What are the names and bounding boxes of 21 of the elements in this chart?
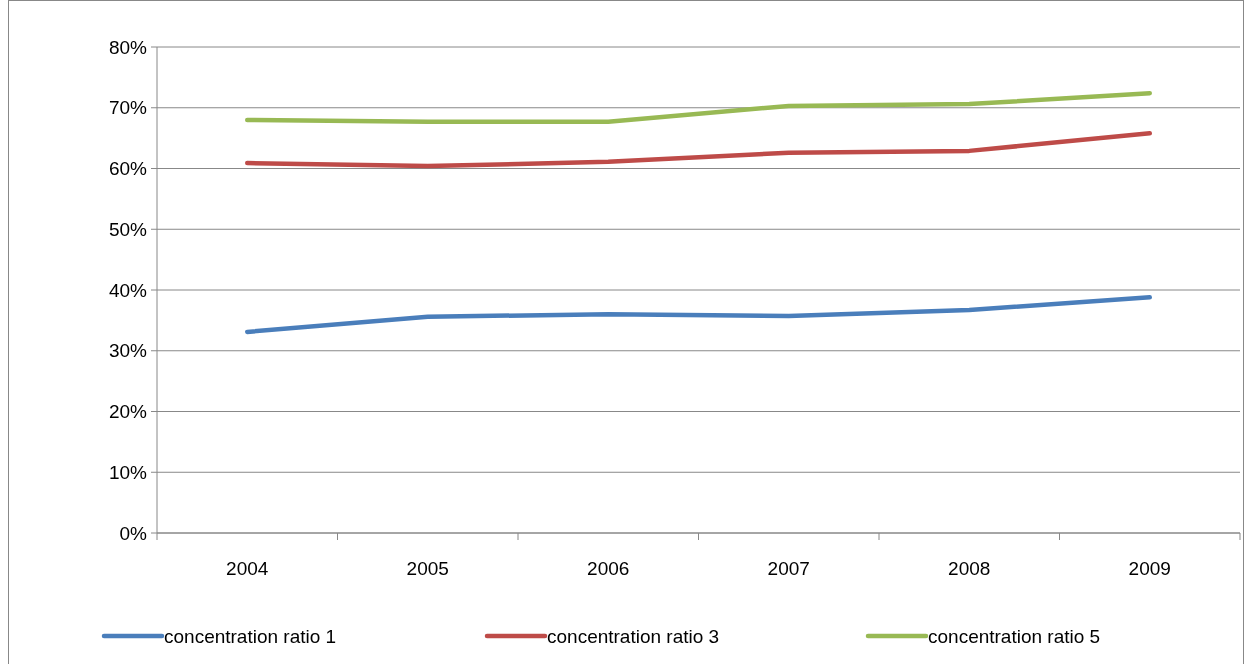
y-tick-label: 20% [108,401,148,423]
y-tick-label: 70% [108,97,148,119]
x-tick-label: 2008 [948,558,991,579]
legend-label: concentration ratio 1 [164,625,337,647]
x-tick-label: 2005 [406,558,449,579]
x-tick-label: 2009 [1128,558,1171,579]
x-tick-label: 2004 [226,558,269,579]
line-series [245,295,1152,335]
y-tick-label: 30% [108,340,148,362]
legend-label: concentration ratio 3 [547,625,720,647]
y-tick-label: 0% [119,522,148,544]
x-tick-label: 2006 [587,558,630,579]
line-series [245,131,1152,169]
legend-label: concentration ratio 5 [928,625,1101,647]
line-series [245,90,1152,124]
y-tick-label: 50% [108,218,148,240]
x-tick-label: 2007 [767,558,810,579]
y-tick-label: 60% [108,158,148,180]
y-tick-label: 40% [108,279,148,301]
y-tick-label: 80% [108,36,148,58]
y-tick-label: 10% [108,461,148,483]
